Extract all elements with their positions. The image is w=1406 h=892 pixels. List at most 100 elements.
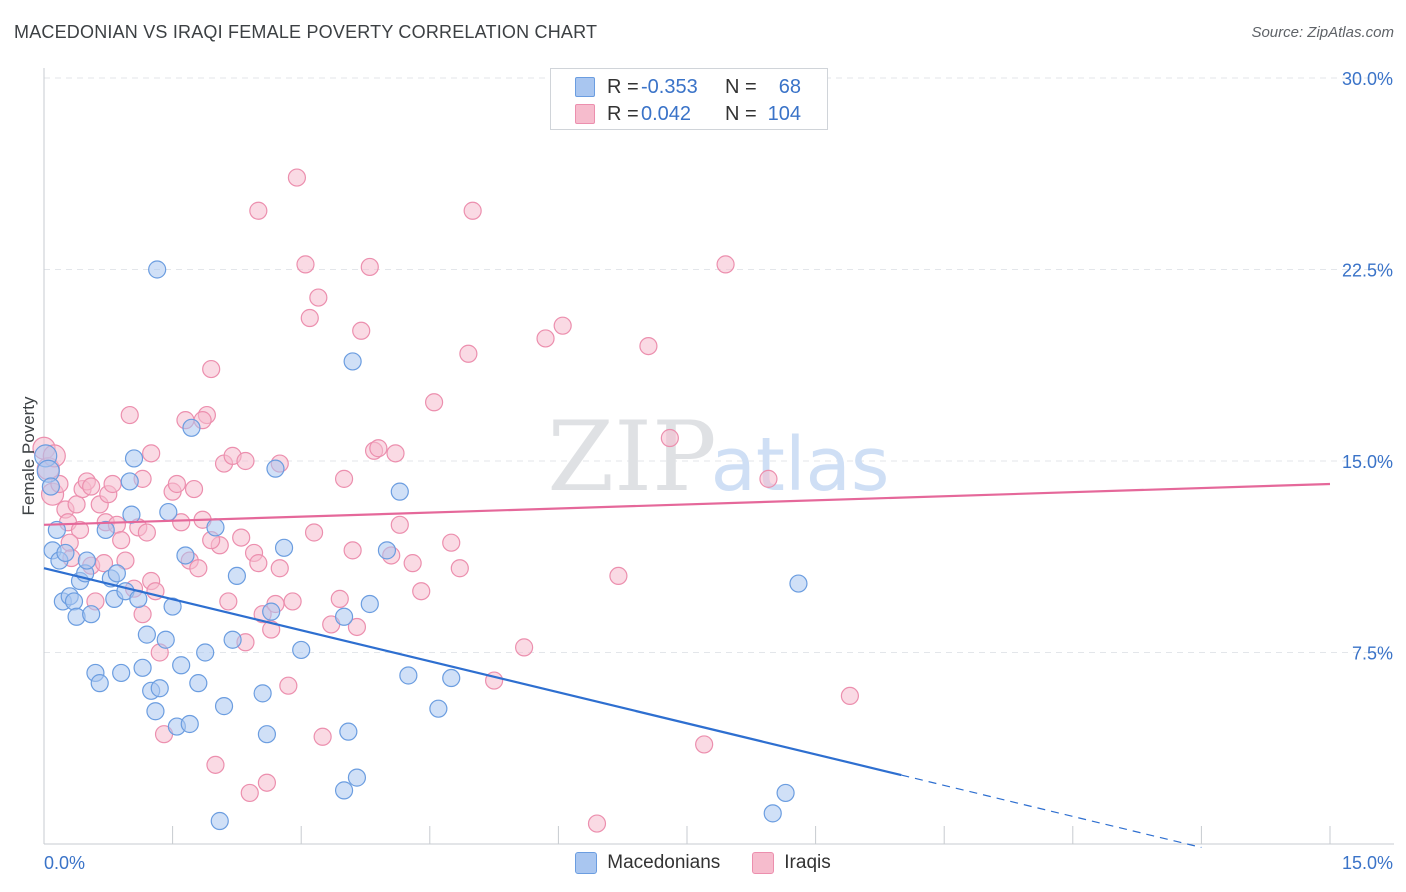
series-name: Iraqis [784, 852, 831, 873]
macedonian-point [390, 482, 409, 501]
watermark-zip: ZIP [547, 401, 716, 513]
iraqi-point [695, 735, 714, 754]
macedonian-point [334, 781, 354, 800]
macedonian-point [262, 602, 281, 621]
iraqi-point [330, 589, 349, 608]
legend-r-label: R = [607, 102, 639, 125]
iraqi-point [660, 428, 679, 448]
macedonian-point [148, 260, 167, 279]
macedonian-point [176, 546, 195, 565]
macedonian-point [56, 543, 75, 563]
iraqi-point [249, 201, 268, 220]
iraqi-point [189, 559, 208, 578]
y-tick-label: 30.0% [1342, 69, 1393, 89]
iraqi-point [424, 393, 444, 412]
macedonian-point [189, 674, 208, 693]
iraqi-point [137, 523, 156, 542]
macedonian-point [64, 592, 84, 611]
iraqi-point [249, 554, 268, 573]
macedonian-point [399, 666, 418, 685]
macedonian-point [107, 564, 126, 583]
iraqi-point [759, 469, 778, 488]
iraqi-point [82, 477, 101, 496]
iraqi-point [369, 439, 388, 458]
macedonian-point [82, 605, 101, 624]
legend-n-label: N = [725, 75, 757, 98]
iraqi-point [304, 523, 324, 542]
iraqi-point [184, 479, 204, 499]
iraqi-point [515, 638, 534, 657]
macedonian-point [343, 352, 362, 371]
watermark: ZIP atlas [547, 401, 889, 513]
correlation-legend: R = -0.353 N = 68 R = 0.042 N = 104 [550, 68, 828, 130]
watermark-atlas: atlas [711, 422, 890, 508]
x-tick-label: 0.0% [44, 853, 85, 873]
macedonians-swatch [575, 852, 598, 874]
legend-n-value: 104 [767, 102, 801, 125]
macedonian-point [429, 699, 448, 718]
series-legend: Macedonians Iraqis [0, 852, 1406, 874]
iraqi-point [840, 686, 859, 706]
macedonian-point [159, 502, 178, 522]
iraqi-point [167, 474, 186, 494]
iraqi-point [553, 316, 572, 335]
macedonian-point [214, 697, 234, 716]
macedonian-point [253, 684, 272, 703]
data-points [32, 168, 859, 833]
iraqi-point [287, 168, 307, 187]
macedonian-point [180, 714, 199, 734]
y-tick-label: 15.0% [1342, 452, 1393, 472]
iraqi-point [463, 201, 482, 220]
iraqi-point [133, 605, 152, 624]
iraqi-point [202, 359, 221, 379]
iraqis-swatch [752, 852, 775, 874]
iraqi-point [360, 257, 379, 277]
macedonian-point [112, 663, 131, 683]
macedonian-point [442, 668, 461, 688]
macedonian-point [763, 804, 782, 823]
iraqi-point [70, 520, 90, 540]
macedonian-point [776, 783, 795, 803]
iraqi-point [116, 551, 135, 570]
legend-r-value: 0.042 [641, 102, 692, 125]
macedonian-point [377, 541, 397, 560]
iraqi-point [279, 676, 298, 695]
iraqi-point [442, 533, 461, 552]
iraqi-point [450, 559, 469, 578]
iraqi-point [403, 554, 422, 573]
macedonian-point [206, 518, 225, 537]
iraqi-point [262, 620, 281, 639]
macedonian-point [150, 679, 169, 698]
macedonian-point [96, 520, 115, 540]
series-legend-iraqis[interactable]: Iraqis [752, 852, 831, 874]
macedonian-point [227, 566, 246, 586]
iraqi-point [142, 444, 161, 463]
source-label: Source: ZipAtlas.com [1251, 24, 1394, 41]
macedonian-point [292, 640, 311, 660]
iraqi-point [103, 474, 122, 494]
series-legend-macedonians[interactable]: Macedonians [575, 852, 720, 874]
macedonian-point [266, 459, 285, 478]
gridlines [44, 77, 1394, 653]
macedonian-point [156, 630, 175, 649]
iraqi-point [313, 727, 332, 746]
macedonian-point [223, 630, 242, 649]
macedonian-point [137, 625, 156, 644]
macedonian-point [77, 551, 96, 570]
legend-r-label: R = [607, 75, 639, 98]
iraqi-point [536, 329, 555, 348]
macedonian-point [124, 449, 144, 468]
macedonian-point [47, 520, 66, 540]
iraqi-point [283, 592, 302, 611]
iraqi-point [386, 444, 405, 463]
tick-labels: 7.5% 15.0% 22.5% 30.0% 0.0% 15.0% Female Pover… [19, 69, 1393, 873]
macedonian-point [182, 418, 201, 437]
iraqi-point [270, 559, 289, 578]
macedonian-point [339, 722, 358, 741]
macedonian-point [90, 674, 109, 693]
chart-title: MACEDONIAN VS IRAQI FEMALE POVERTY CORRE… [14, 22, 598, 42]
macedonian-point [172, 656, 191, 675]
y-axis-label: Female Poverty [19, 396, 38, 516]
iraqi-point [587, 814, 607, 833]
